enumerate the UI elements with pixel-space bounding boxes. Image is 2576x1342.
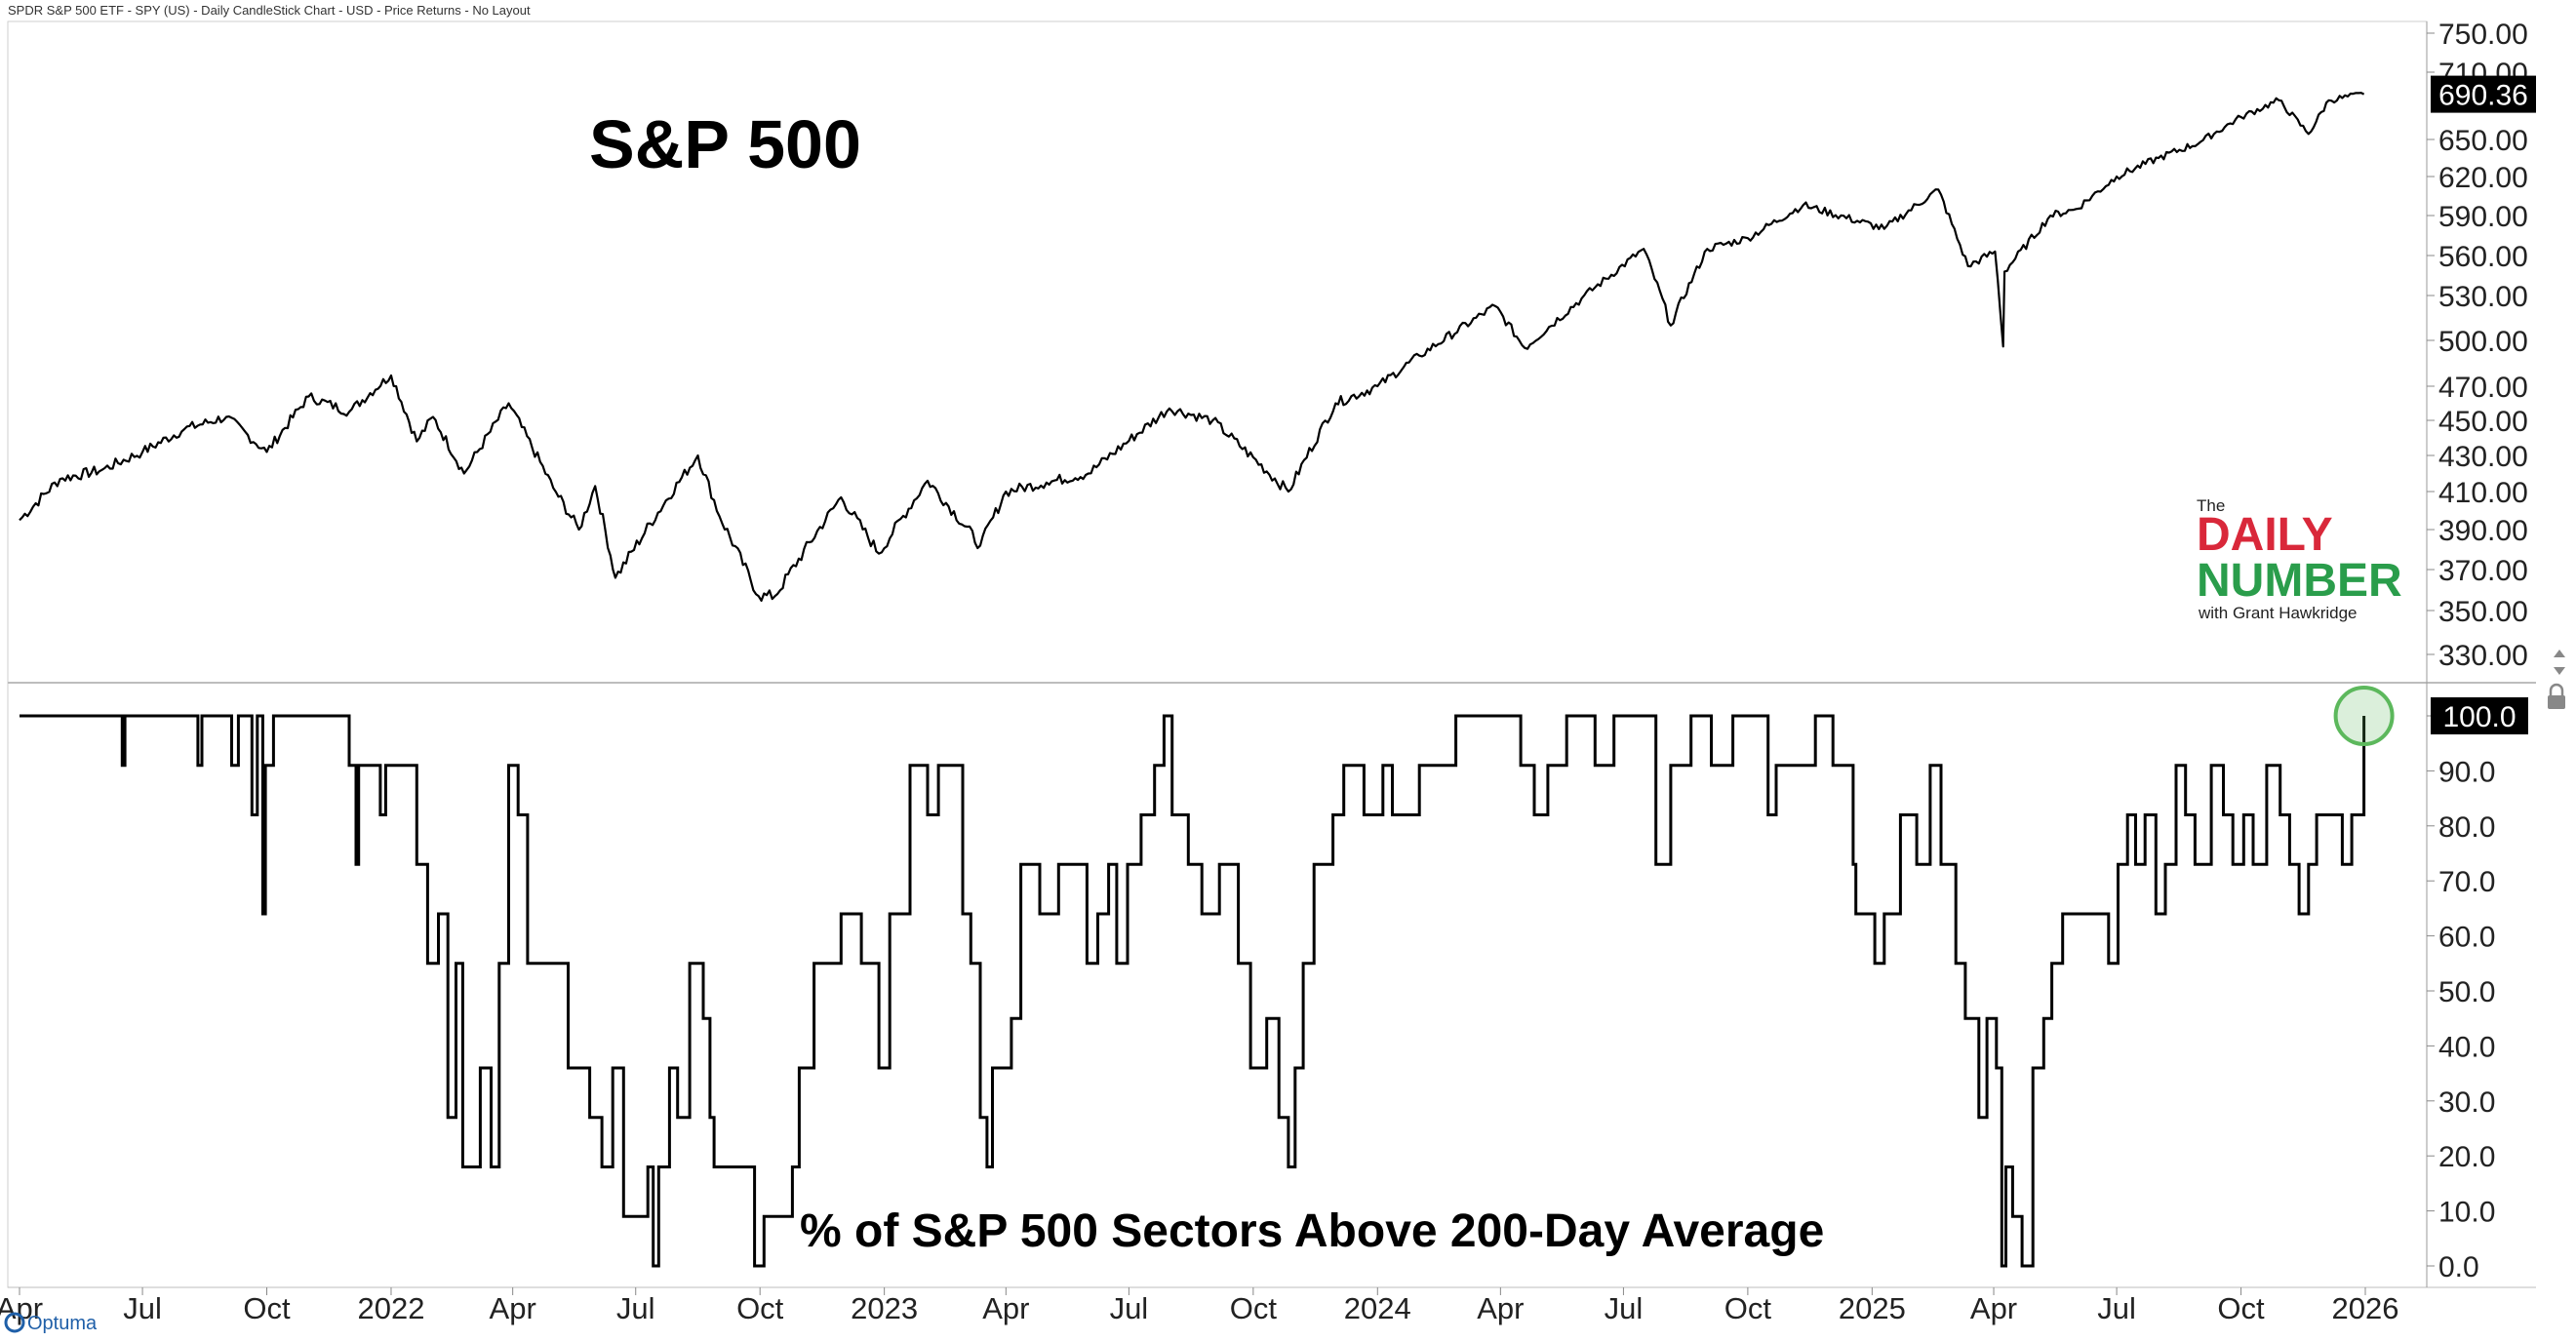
price-tick-label: 370.00 [2438,555,2528,587]
logo-number-text: NUMBER [2197,555,2402,607]
scroll-arrows-icon[interactable] [2554,650,2565,675]
x-tick-label: Oct [736,1291,784,1325]
pct-tick-label: 90.0 [2438,756,2495,788]
sectors-pct-line [20,714,2366,1268]
x-tick-label: 2022 [357,1291,424,1325]
price-tick-label: 530.00 [2438,281,2528,313]
price-tick-label: 430.00 [2438,441,2528,473]
price-badge-label: 690.36 [2438,80,2528,112]
pct-tick-label: 30.0 [2438,1086,2495,1119]
pct-tick-label: 10.0 [2438,1197,2495,1229]
x-tick-label: 2026 [2332,1291,2399,1325]
pct-tick-label: 80.0 [2438,811,2495,844]
price-tick-label: 750.00 [2438,19,2528,51]
price-tick-label: 500.00 [2438,326,2528,358]
optuma-label: Optuma [27,1313,98,1334]
price-tick-label: 590.00 [2438,201,2528,233]
pct-tick-label: 50.0 [2438,976,2495,1008]
x-tick-label: Apr [490,1291,536,1325]
x-tick-label: Oct [2217,1291,2265,1325]
pct-tick-label: 0.0 [2438,1251,2479,1283]
highlight-circle [2333,686,2395,746]
x-tick-label: Apr [982,1291,1029,1325]
x-tick-label: Jul [123,1291,162,1325]
price-tick-label: 560.00 [2438,241,2528,273]
x-tick-label: Apr [1970,1291,2017,1325]
x-tick-label: 2024 [1344,1291,1411,1325]
pct-tick-label: 20.0 [2438,1141,2495,1173]
x-tick-label: Jul [616,1291,655,1325]
pct-axis-ticks: 100.090.080.070.060.050.040.030.020.010.… [2427,701,2512,1283]
sp500-price-line [19,92,2365,602]
x-tick-label: 2025 [1839,1291,1906,1325]
x-tick-label: Oct [1230,1291,1278,1325]
lock-icon[interactable] [2548,683,2565,709]
bottom-panel-frame [7,682,2428,1288]
x-tick-label: Oct [243,1291,291,1325]
price-tick-label: 390.00 [2438,515,2528,547]
x-axis-ticks: Apr Jul Oct 2022 Apr Jul Oct 2023 Apr Jul Oct 2024 A… [0,1287,2398,1325]
price-axis-ticks: 750.00710.00650.00620.00590.00560.00530.… [2427,19,2528,672]
top-chart-title: S&P 500 [589,106,861,182]
price-tick-label: 620.00 [2438,162,2528,194]
pct-tick-label: 40.0 [2438,1031,2495,1063]
logo-daily-text: DAILY [2197,509,2333,561]
price-tick-label: 470.00 [2438,372,2528,404]
pct-last-value-badge: 100.0 [2431,697,2528,734]
x-tick-label: Apr [1477,1291,1524,1325]
x-tick-label: Jul [1605,1291,1644,1325]
price-tick-label: 410.00 [2438,477,2528,509]
top-panel-frame [7,20,2428,684]
chart-header-caption: SPDR S&P 500 ETF - SPY (US) - Daily Cand… [8,3,531,18]
optuma-badge: Optuma [4,1312,98,1334]
price-badge-bg [2431,75,2536,113]
price-tick-label: 350.00 [2438,596,2528,628]
price-last-value-badge: 690.36 [2431,75,2536,113]
x-tick-label: Jul [2097,1291,2136,1325]
logo-the-text: The [2197,496,2225,515]
pct-badge-label: 100.0 [2442,701,2516,733]
bottom-chart-title: % of S&P 500 Sectors Above 200-Day Avera… [800,1205,1824,1257]
pct-badge-bg [2431,697,2528,734]
daily-number-logo: The DAILY NUMBER with Grant Hawkridge [2197,496,2402,622]
pct-tick-label: 60.0 [2438,922,2495,954]
price-tick-label: 450.00 [2438,406,2528,438]
price-tick-label: 330.00 [2438,640,2528,672]
x-tick-label: Jul [1110,1291,1149,1325]
optuma-icon [4,1312,25,1333]
price-tick-label: 650.00 [2438,125,2528,157]
x-tick-label: Oct [1724,1291,1772,1325]
pct-tick-label: 70.0 [2438,866,2495,898]
logo-with-text: with Grant Hawkridge [2198,604,2358,622]
x-tick-label: 2023 [851,1291,918,1325]
